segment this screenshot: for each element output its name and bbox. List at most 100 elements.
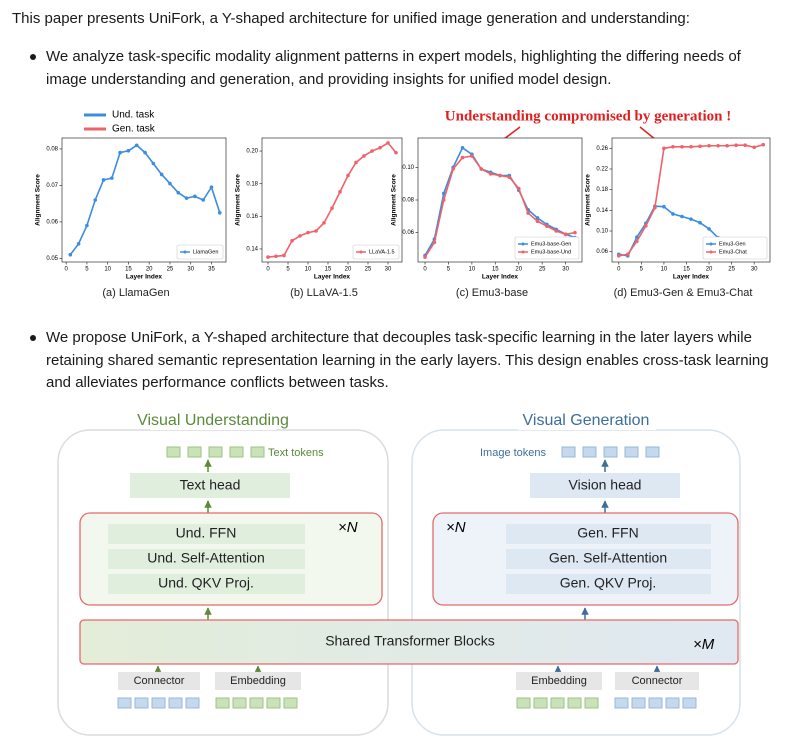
panel-gap	[150, 412, 276, 430]
x-tick-label: 15	[492, 267, 499, 273]
input-box	[118, 672, 200, 690]
point	[322, 221, 326, 225]
point	[488, 172, 493, 176]
head-box	[130, 473, 290, 498]
x-tick-label: 0	[64, 267, 68, 273]
x-tick-label: 20	[146, 267, 153, 273]
token	[283, 697, 298, 709]
legend-marker	[359, 250, 363, 254]
point	[460, 155, 465, 160]
point	[143, 150, 147, 155]
legend-label: LlamaGen	[193, 249, 218, 255]
y-tick-label: 0.06	[402, 230, 414, 236]
y-tick-label: 0.14	[246, 247, 258, 253]
caption: (c) Emu3-base	[456, 287, 528, 299]
head-label: Vision head	[569, 477, 642, 493]
y-tick-label: 0.07	[46, 183, 58, 189]
x-tick-label: 10	[104, 267, 111, 273]
token	[117, 697, 132, 709]
plot-frame	[61, 137, 227, 263]
point	[266, 255, 270, 259]
point	[386, 141, 390, 145]
token	[533, 697, 548, 709]
point	[626, 252, 630, 257]
x-tick-label: 15	[325, 267, 332, 273]
point	[671, 212, 675, 216]
point	[451, 167, 455, 171]
point	[507, 175, 512, 179]
diagram: Visual Understanding Visual Generation T…	[57, 412, 741, 736]
x-tick-label: 5	[640, 267, 644, 273]
x-tick-label: 25	[728, 267, 735, 273]
input-label: Embedding	[230, 675, 286, 687]
point	[563, 232, 568, 237]
legend-label: Emu3-base-Und	[531, 249, 571, 255]
token	[168, 697, 183, 709]
token	[185, 697, 200, 709]
x-tick-label: 30	[187, 267, 194, 273]
x-tick-label: 0	[266, 267, 270, 273]
x-tick-label: 15	[125, 267, 132, 273]
x-tick-label: 35	[208, 267, 215, 273]
point	[274, 254, 278, 259]
point	[573, 230, 577, 235]
legend-marker	[521, 242, 525, 246]
input-label: Connector	[134, 675, 185, 687]
point	[707, 143, 711, 148]
x-tick-label: 5	[85, 267, 89, 273]
block	[506, 524, 711, 544]
token	[567, 697, 582, 709]
block-label: Gen. Self-Attention	[549, 550, 667, 566]
block	[108, 549, 305, 569]
tokens-label: Text tokens	[268, 447, 324, 459]
caption: (b) LLaVA-1.5	[290, 287, 358, 299]
x-tick-label: 30	[562, 267, 569, 273]
caption: (d) Emu3-Gen & Emu3-Chat	[614, 287, 753, 299]
block	[108, 574, 305, 594]
legend-marker	[709, 242, 713, 246]
point	[118, 150, 122, 155]
block	[506, 549, 711, 569]
tokens-label: Image tokens	[480, 447, 547, 459]
point	[394, 150, 398, 155]
point	[535, 216, 540, 220]
point	[734, 143, 738, 148]
point	[126, 148, 131, 153]
point	[110, 176, 114, 180]
bullet-dot	[30, 335, 36, 341]
point	[134, 143, 139, 148]
point	[176, 190, 181, 195]
legend-label: Und. task	[112, 110, 155, 121]
point	[460, 145, 465, 150]
legend-label: Emu3-Chat	[719, 249, 747, 255]
point	[306, 230, 310, 235]
y-tick-label: 0.05	[46, 256, 58, 262]
token	[631, 697, 646, 709]
input-box	[516, 672, 602, 690]
point	[752, 145, 756, 150]
token	[266, 697, 281, 709]
point	[662, 204, 666, 209]
point	[535, 219, 540, 224]
point	[671, 144, 675, 149]
point	[498, 173, 502, 178]
point	[689, 144, 693, 149]
y-axis-label: Alignment Score	[585, 174, 592, 226]
point	[516, 186, 521, 191]
image-tokens	[561, 446, 660, 458]
point	[101, 178, 106, 182]
point	[76, 241, 81, 246]
y-tick-label: 0.08	[46, 147, 58, 153]
y-tick-label: 0.06	[46, 219, 58, 225]
token	[648, 697, 663, 709]
point	[526, 211, 530, 215]
point	[201, 198, 205, 202]
point	[653, 205, 657, 210]
legend-marker	[521, 250, 525, 254]
point	[184, 196, 189, 200]
token	[584, 697, 599, 709]
point	[68, 252, 73, 257]
input-box	[615, 672, 699, 690]
y-tick-label: 0.08	[402, 198, 414, 204]
x-tick-label: 25	[365, 267, 372, 273]
